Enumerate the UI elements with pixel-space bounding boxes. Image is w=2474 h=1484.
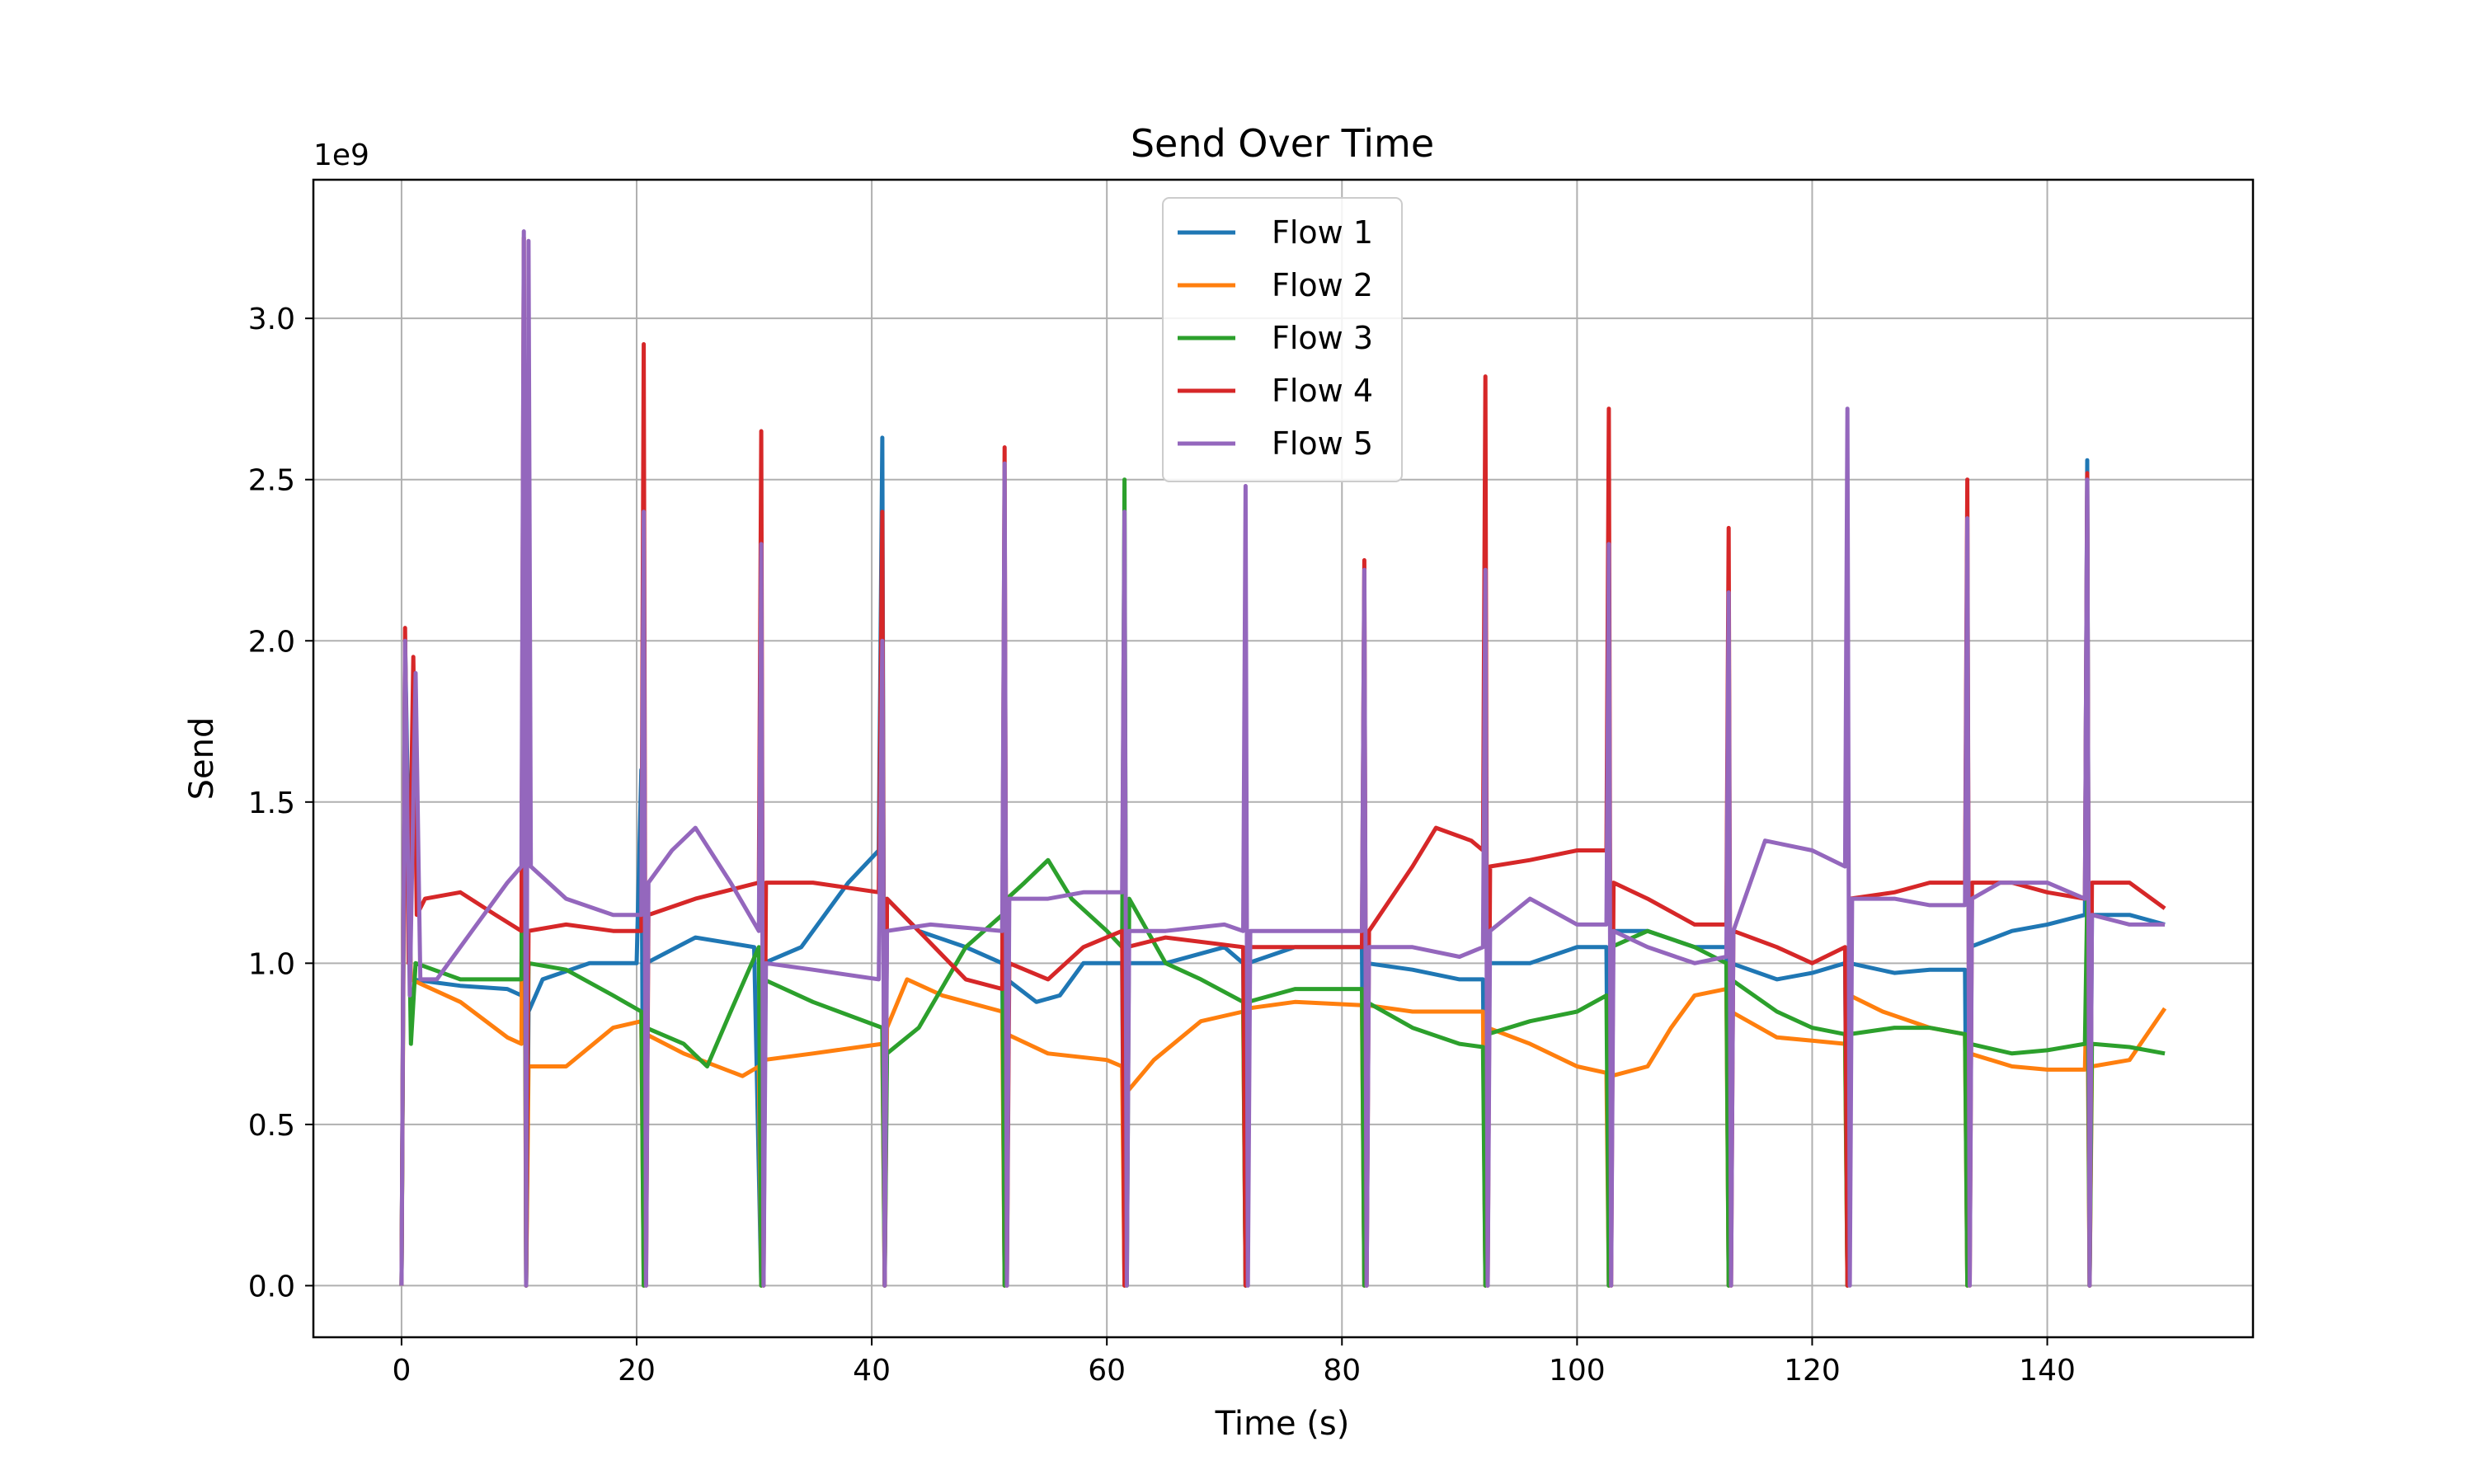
y-tick-label: 2.5 [248, 464, 295, 498]
y-tick-label: 1.5 [248, 787, 295, 820]
x-axis-ticks: 0 20 40 60 80 100 120 140 [392, 1337, 2076, 1388]
y-axis-ticks: 0.0 0.5 1.0 1.5 2.0 2.5 3.0 [248, 303, 313, 1303]
y-axis-label: Send [183, 717, 221, 801]
series-lines [399, 229, 2167, 1288]
y-tick-label: 0.0 [248, 1270, 295, 1303]
y-tick-label: 1.0 [248, 947, 295, 981]
series-line-flow-5 [399, 229, 2166, 1288]
x-tick-label: 140 [2019, 1354, 2076, 1388]
y-offset-text: 1e9 [313, 139, 369, 172]
x-tick-label: 100 [1549, 1354, 1606, 1388]
legend-label: Flow 4 [1272, 373, 1373, 409]
legend-label: Flow 3 [1272, 320, 1373, 356]
x-tick-label: 40 [853, 1354, 891, 1388]
legend-label: Flow 5 [1272, 425, 1373, 462]
x-tick-label: 0 [392, 1354, 411, 1388]
x-tick-label: 120 [1784, 1354, 1841, 1388]
legend-box [1162, 197, 1403, 482]
y-tick-label: 2.0 [248, 625, 295, 659]
x-tick-label: 80 [1323, 1354, 1361, 1388]
legend: Flow 1 Flow 2 Flow 3 Flow 4 Flow 5 [1162, 197, 1403, 482]
x-axis-label: Time (s) [1215, 1405, 1350, 1443]
chart-title: Send Over Time [1131, 121, 1434, 166]
legend-label: Flow 1 [1272, 214, 1373, 251]
x-tick-label: 20 [618, 1354, 656, 1388]
x-tick-label: 60 [1088, 1354, 1126, 1388]
legend-label: Flow 2 [1272, 267, 1373, 303]
y-tick-label: 3.0 [248, 303, 295, 336]
plot-frame [312, 178, 2255, 1339]
y-tick-label: 0.5 [248, 1109, 295, 1143]
